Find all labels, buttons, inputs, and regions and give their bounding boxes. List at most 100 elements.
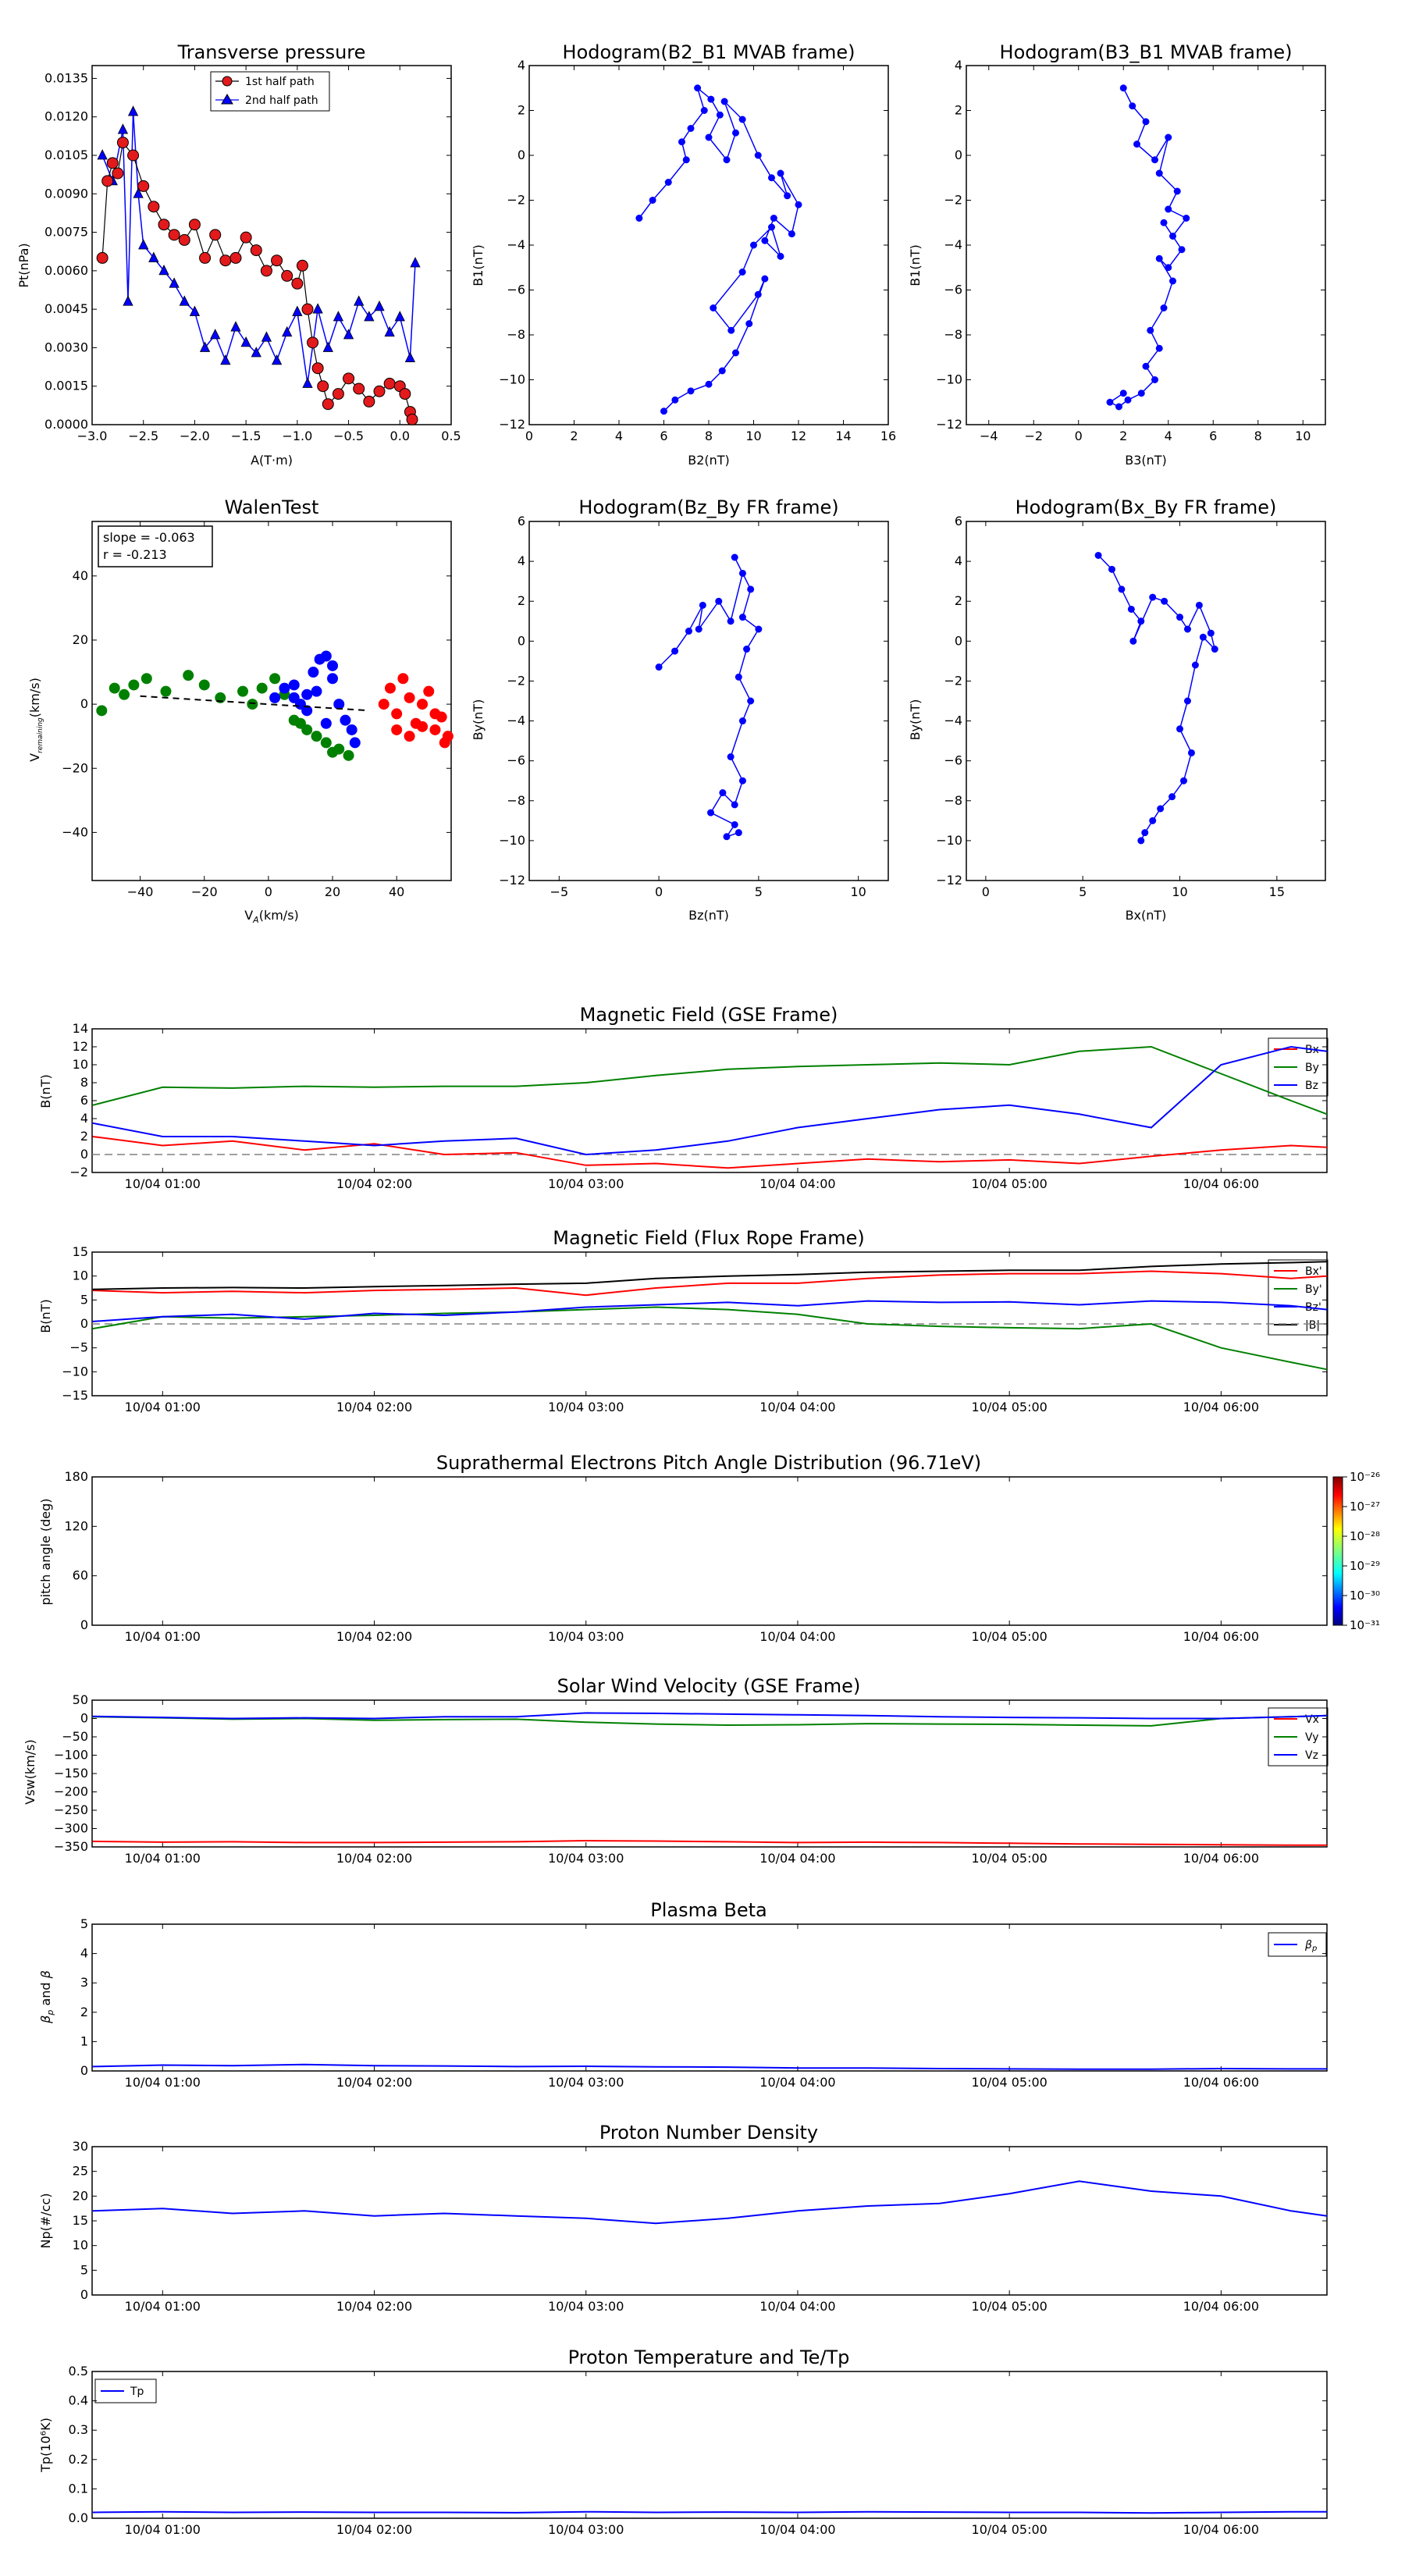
plasma-beta-ytick-label: 5: [80, 1916, 88, 1931]
hodogram-b2-b1-point: [694, 84, 702, 92]
tp-point-1st-half: [363, 395, 375, 407]
hodogram-b3-b1-point: [1165, 205, 1172, 213]
hodogram-b2-b1-point: [723, 156, 731, 164]
tp-point-1st-half: [116, 137, 129, 149]
magnetic-field-gse-xtick-label: 10/04 01:00: [125, 1176, 201, 1191]
walen-point: [384, 682, 396, 694]
proton-temperature-ytick-label: 0.4: [69, 2393, 88, 2408]
proton-number-density-axes: 0 5 10 15 20 25 30 10/04 01:00 10/04 02:00 10/04 …: [73, 2139, 1328, 2314]
hodogram-bx-by-point: [1183, 625, 1191, 633]
proton-temperature-legend: Tp: [94, 2379, 157, 2403]
magnetic-field-gse-ytick-label: −2: [69, 1165, 88, 1179]
legend-b-magnitude: |B|: [1305, 1319, 1320, 1332]
hodogram-bx-by-point: [1118, 585, 1126, 593]
solar-wind-velocity-line-vx: [92, 1839, 1327, 1846]
hodogram-b2-b1-ytick-label: −2: [507, 193, 525, 208]
hodogram-b2-b1-point: [761, 237, 769, 244]
walen-point: [349, 737, 361, 749]
hodogram-bz-by-ytick-label: 0: [518, 633, 525, 648]
transverse-pressure-title: Transverse pressure: [177, 41, 366, 63]
walen-test-ytick-label: 20: [73, 632, 88, 647]
walen-fit-line: [140, 695, 365, 711]
hodogram-bx-by-point: [1191, 661, 1199, 669]
tp-point-1st-half: [240, 231, 252, 244]
hodogram-bx-by-point: [1094, 551, 1102, 559]
transverse-pressure-ytick-label: 0.0045: [44, 301, 88, 316]
transverse-pressure-legend: 1st half path 2nd half path: [210, 71, 330, 112]
hodogram-b2-b1-xtick-label: 12: [791, 429, 806, 443]
pad-colorbar-tick-label: 10⁻²⁸: [1350, 1529, 1380, 1543]
hodogram-bz-by-point: [719, 789, 727, 797]
proton-number-density-ylabel: Np(#/cc): [38, 2194, 53, 2249]
transverse-pressure-xtick-label: −1.0: [282, 429, 312, 443]
hodogram-bz-by-title: Hodogram(Bz_By FR frame): [578, 496, 838, 518]
proton-number-density-ytick-label: 0: [80, 2287, 88, 2302]
tp-point-2nd-half: [123, 295, 133, 306]
solar-wind-velocity-ytick-label: −350: [54, 1839, 88, 1854]
walen-test-ytick-label: 40: [73, 568, 88, 583]
walen-point: [119, 688, 130, 700]
hodogram-b2-b1-point: [788, 230, 795, 238]
magnetic-field-fr-ylabel: B(nT): [38, 1299, 53, 1332]
tp-point-2nd-half: [394, 311, 405, 322]
hodogram-bx-by-ytick-label: −2: [944, 673, 962, 688]
pad-ylabel: pitch angle (deg): [38, 1498, 53, 1605]
magnetic-field-gse-ytick-label: 10: [73, 1057, 88, 1072]
hodogram-b2-b1-point: [664, 179, 672, 186]
magnetic-field-fr-xtick-label: 10/04 04:00: [759, 1400, 835, 1414]
tp-point-1st-half: [353, 382, 365, 395]
hodogram-b2-b1-title: Hodogram(B2_B1 MVAB frame): [563, 41, 855, 63]
plasma-beta-xtick-label: 10/04 01:00: [125, 2075, 201, 2090]
hodogram-b2-b1-ytick-label: −6: [507, 283, 525, 297]
hodogram-bx-by-point: [1211, 646, 1218, 653]
walen-test-xtick-label: 0: [265, 884, 272, 899]
tp-point-2nd-half: [292, 305, 303, 316]
tp-point-1st-half: [332, 388, 344, 400]
walen-point: [346, 724, 357, 735]
solar-wind-velocity-xtick-label: 10/04 06:00: [1183, 1851, 1259, 1866]
plasma-beta-legend: βp: [1268, 1932, 1327, 1957]
tp-point-2nd-half: [374, 300, 385, 311]
hodogram-bx-by-ytick-label: −8: [944, 793, 962, 808]
tp-point-1st-half: [199, 251, 212, 264]
tp-point-1st-half: [106, 157, 119, 169]
tp-point-2nd-half: [210, 329, 221, 340]
walen-point: [279, 682, 290, 694]
legend-vy: Vy: [1305, 1731, 1319, 1744]
hodogram-b2-b1-point: [768, 174, 775, 182]
hodogram-bz-by-point: [743, 646, 751, 653]
proton-temperature-xtick-label: 10/04 03:00: [548, 2522, 624, 2537]
hodogram-bz-by-point: [747, 585, 755, 593]
tp-point-1st-half: [188, 219, 201, 231]
hodogram-b3-b1-point: [1160, 219, 1168, 226]
hodogram-bx-by-point: [1127, 605, 1135, 613]
proton-number-density-xtick-label: 10/04 06:00: [1183, 2299, 1259, 2314]
transverse-pressure-ytick-label: 0.0105: [44, 148, 88, 162]
transverse-pressure-xtick-label: −1.5: [231, 429, 261, 443]
proton-temperature-ylabel: Tp(10⁶K): [38, 2418, 53, 2473]
tp-point-1st-half: [127, 149, 140, 162]
tp-point-2nd-half: [364, 311, 375, 322]
walen-point: [320, 650, 332, 662]
magnetic-field-gse-xtick-label: 10/04 05:00: [972, 1176, 1048, 1191]
tp-point-2nd-half: [384, 326, 395, 337]
magnetic-field-fr-xtick-label: 10/04 03:00: [548, 1400, 624, 1414]
hodogram-bz-by-point: [695, 625, 702, 633]
tp-point-1st-half: [112, 167, 124, 180]
hodogram-b3-b1-point: [1133, 141, 1140, 148]
hodogram-bz-by-point: [727, 753, 735, 761]
plasma-beta-xtick-label: 10/04 06:00: [1183, 2075, 1259, 2090]
hodogram-b3-b1-point: [1137, 390, 1145, 397]
solar-wind-velocity-xtick-label: 10/04 03:00: [548, 1851, 624, 1866]
walen-point: [311, 731, 322, 742]
magnetic-field-fr-xtick-label: 10/04 01:00: [125, 1400, 201, 1414]
hodogram-b3-b1-point: [1129, 102, 1136, 110]
tp-point-1st-half: [343, 372, 355, 385]
hodogram-b3-b1-xtick-label: 10: [1295, 429, 1311, 443]
plasma-beta-xtick-label: 10/04 02:00: [336, 2075, 412, 2090]
plasma-beta-ytick-label: 1: [80, 2033, 88, 2048]
hodogram-bz-by-ytick-label: 4: [518, 553, 525, 568]
hodogram-bx-by-xtick-label: 15: [1269, 884, 1285, 899]
hodogram-b2-b1-point: [716, 111, 724, 119]
